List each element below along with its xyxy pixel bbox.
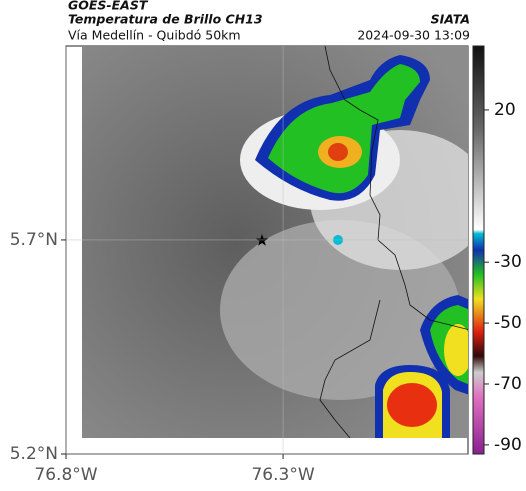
y-tick-label: 5.2°N (10, 444, 58, 464)
colorbar (472, 45, 485, 455)
colorbar-tick-label: -70 (494, 374, 522, 394)
x-tick-label: 76.8°W (34, 465, 97, 485)
colorbar-tick-label: 20 (494, 100, 516, 120)
satellite: GOES-EAST (68, 0, 149, 13)
x-tick-label: 76.3°W (251, 465, 314, 485)
y-tick-label: 5.7°N (10, 230, 58, 250)
colorbar-tick-label: -90 (494, 435, 522, 455)
datetime: 2024-09-30 13:09 (357, 28, 470, 43)
colorbar-tick-label: -50 (494, 313, 522, 333)
source: SIATA (431, 12, 470, 27)
product: Temperatura de Brillo CH13 (68, 12, 263, 27)
satellite-image (82, 46, 468, 438)
route: Vía Medellín - Quibdó 50km (68, 28, 241, 43)
colorbar-tick-label: -30 (494, 252, 522, 272)
